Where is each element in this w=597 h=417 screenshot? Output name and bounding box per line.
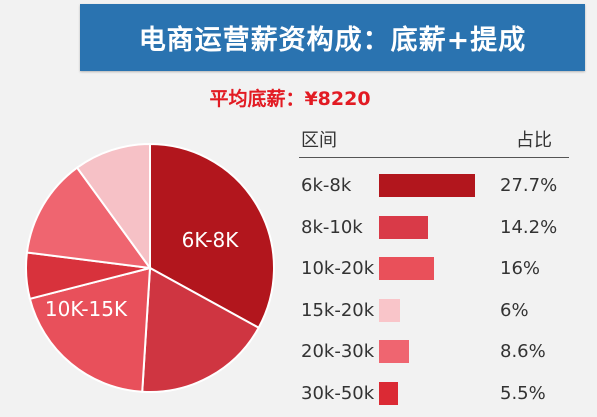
pie-slice-label: 10K-15K <box>45 297 128 321</box>
pie-slice-label: 6K-8K <box>182 228 240 252</box>
row-range-label: 30k-50k <box>301 382 375 404</box>
table-row: 20k-30k 8.6% <box>0 332 597 372</box>
bar <box>379 174 475 197</box>
row-range-label: 15k-20k <box>301 299 375 321</box>
table-row: 30k-50k 5.5% <box>0 374 597 414</box>
table-row: 10k-20k 16% <box>0 249 597 289</box>
pie-slice <box>75 142 151 272</box>
table-header-share: 占比 <box>516 130 552 151</box>
bar <box>379 298 400 322</box>
bar <box>379 257 435 280</box>
bar-value-label: 6% <box>500 299 529 321</box>
bar <box>379 215 429 239</box>
bar-value-label: 27.7% <box>500 175 558 196</box>
row-range-label: 6k-8k <box>301 175 352 196</box>
pie-slice <box>141 266 261 393</box>
bar <box>379 381 399 405</box>
row-range-label: 10k-20k <box>301 258 375 279</box>
bar <box>379 340 409 363</box>
table-row: 6k-8k 27.7% <box>0 166 597 206</box>
table-row: 8k-10k 14.2% <box>0 208 597 248</box>
pie-slice <box>28 266 152 393</box>
title-banner: 电商运营薪资构成：底薪+提成 <box>80 4 585 71</box>
pie-slice <box>25 166 153 270</box>
bar-value-label: 16% <box>500 258 541 279</box>
row-range-label: 8k-10k <box>301 216 363 238</box>
table-header-range: 区间 <box>301 130 337 151</box>
pie-slice <box>149 142 275 330</box>
bar-value-label: 14.2% <box>500 216 558 238</box>
bar-value-label: 8.6% <box>500 341 546 362</box>
table-header-divider <box>299 157 569 158</box>
bar-value-label: 5.5% <box>500 382 546 404</box>
table-row: 15k-20k 6% <box>0 291 597 331</box>
chart-title: 电商运营薪资构成：底薪+提成 <box>138 25 527 56</box>
chart-subtitle: 平均底薪：¥8220 <box>209 88 371 110</box>
row-range-label: 20k-30k <box>301 341 375 362</box>
